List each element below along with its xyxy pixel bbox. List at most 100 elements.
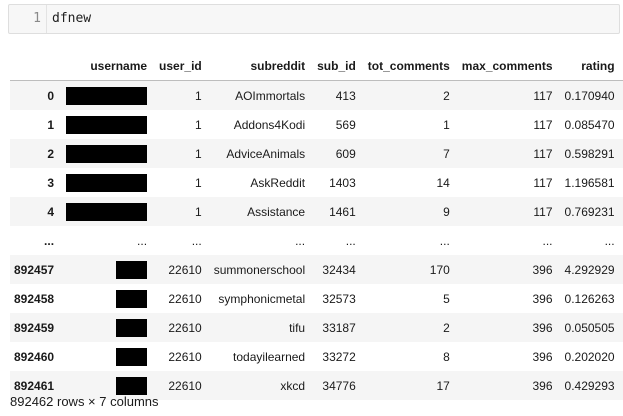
redacted-username-block [66, 86, 148, 105]
redacted-username-block [116, 289, 148, 308]
cell-sub-id: 1403 [329, 175, 356, 190]
column-header-username: username [62, 52, 156, 81]
cell-user-id: 1 [195, 88, 202, 103]
cell-subreddit: AskReddit [250, 175, 306, 190]
row-index: 4 [47, 204, 55, 219]
cell-sub-id: ... [345, 233, 356, 248]
cell-subreddit: Addons4Kodi [233, 117, 306, 132]
code-text[interactable]: dfnew [52, 11, 92, 26]
cell-rating: ... [604, 233, 615, 248]
cell-username [62, 284, 155, 313]
header-row: username user_id subreddit sub_id tot_co… [10, 52, 623, 81]
cell-sub-id: 413 [335, 88, 356, 103]
redacted-username-block [66, 115, 148, 134]
cell-max-comments: 396 [532, 378, 553, 393]
cell-subreddit: todayilearned [233, 349, 306, 364]
cell-subreddit: xkcd [280, 378, 306, 393]
cell-sub-id: 33272 [322, 349, 356, 364]
cell-rating: 0.598291 [564, 146, 615, 161]
redacted-username-block [116, 347, 148, 366]
column-header-subreddit: subreddit [209, 52, 314, 81]
table-row: 3 1 AskReddit 1403 14 117 1.196581 [10, 168, 623, 197]
table-row: 892458 22610 symphonicmetal 32573 5 396 0.1262… [10, 284, 623, 313]
row-index: 892458 [14, 291, 55, 306]
cell-max-comments: 117 [533, 146, 553, 161]
redacted-username-block [116, 260, 148, 279]
table-row: 892460 22610 todayilearned 33272 8 396 0.20202… [10, 342, 623, 371]
cell-username [62, 371, 155, 400]
cell-subreddit: symphonicmetal [218, 291, 306, 306]
cell-tot-comments: 14 [436, 175, 450, 190]
redacted-username-block [66, 202, 148, 221]
cell-max-comments: ... [542, 233, 553, 248]
cell-rating: 0.126263 [564, 291, 615, 306]
column-header-user-id: user_id [155, 52, 210, 81]
cell-sub-id: 32434 [322, 262, 356, 277]
cell-username [62, 139, 155, 168]
cell-tot-comments: 1 [443, 117, 450, 132]
cell-user-id: 1 [195, 204, 202, 219]
table-row: 4 1 Assistance 1461 9 117 0.769231 [10, 197, 623, 226]
line-number: 1 [33, 11, 41, 26]
cell-user-id: 22610 [168, 349, 202, 364]
cell-rating: 4.292929 [564, 262, 615, 277]
row-index: 892459 [14, 320, 55, 335]
cell-subreddit: tifu [289, 320, 306, 335]
cell-max-comments: 396 [532, 349, 553, 364]
cell-tot-comments: 170 [429, 262, 450, 277]
code-cell-input[interactable]: 1 dfnew [8, 4, 620, 34]
dataframe-shape: 892462 rows × 7 columns [10, 394, 159, 409]
cell-max-comments: 117 [533, 175, 553, 190]
cell-user-id: 1 [195, 175, 202, 190]
redacted-username-block [66, 173, 148, 192]
table-row: 1 1 Addons4Kodi 569 1 117 0.085470 [10, 110, 623, 139]
cell-rating: 0.202020 [564, 349, 615, 364]
cell-sub-id: 33187 [322, 320, 356, 335]
cell-username [62, 81, 155, 111]
row-index: 1 [47, 117, 55, 132]
redacted-username-block [116, 376, 148, 395]
cell-subreddit: AdviceAnimals [226, 146, 306, 161]
cell-tot-comments: 8 [443, 349, 450, 364]
cell-subreddit: ... [295, 233, 306, 248]
cell-tot-comments: 17 [436, 378, 450, 393]
table-row: 0 1 AOImmortals 413 2 117 0.170940 [10, 80, 623, 111]
row-index: 892461 [14, 378, 55, 393]
cell-rating: 0.085470 [564, 117, 615, 132]
dataframe-table: username user_id subreddit sub_id tot_co… [10, 52, 623, 400]
cell-max-comments: 396 [532, 320, 553, 335]
cell-rating: 0.170940 [564, 88, 615, 103]
cell-username [62, 110, 155, 139]
cell-rating: 0.769231 [564, 204, 615, 219]
column-header-tot-comments: tot_comments [363, 52, 458, 81]
cell-tot-comments: 2 [443, 320, 450, 335]
column-header-sub-id: sub_id [313, 52, 364, 81]
table-row: 892457 22610 summonerschool 32434 170 396 4.29… [10, 255, 623, 284]
cell-user-id: 22610 [168, 262, 202, 277]
cell-user-id: 1 [195, 146, 202, 161]
table-row: ........................ [10, 226, 623, 255]
cell-user-id: ... [191, 233, 202, 248]
cell-username [62, 255, 155, 284]
table-row: 892461 22610 xkcd 34776 17 396 0.429293 [10, 371, 623, 400]
cell-tot-comments: 7 [443, 146, 450, 161]
cell-username [62, 168, 155, 197]
row-index: 892460 [14, 349, 55, 364]
cell-sub-id: 609 [335, 146, 356, 161]
row-index: 2 [47, 146, 55, 161]
cell-max-comments: 117 [533, 117, 553, 132]
cell-tot-comments: 5 [443, 291, 450, 306]
row-index: ... [44, 233, 55, 248]
cell-tot-comments: 2 [443, 88, 450, 103]
cell-username [62, 197, 155, 226]
table-row: 2 1 AdviceAnimals 609 7 117 0.598291 [10, 139, 623, 168]
index-header [10, 52, 63, 81]
column-header-rating: rating [560, 52, 623, 81]
cell-max-comments: 396 [532, 291, 553, 306]
cell-subreddit: Assistance [247, 204, 306, 219]
column-header-max-comments: max_comments [457, 52, 561, 81]
cell-rating: 0.050505 [564, 320, 615, 335]
cell-username: ... [137, 233, 148, 248]
cell-sub-id: 32573 [322, 291, 356, 306]
cell-max-comments: 117 [533, 204, 553, 219]
